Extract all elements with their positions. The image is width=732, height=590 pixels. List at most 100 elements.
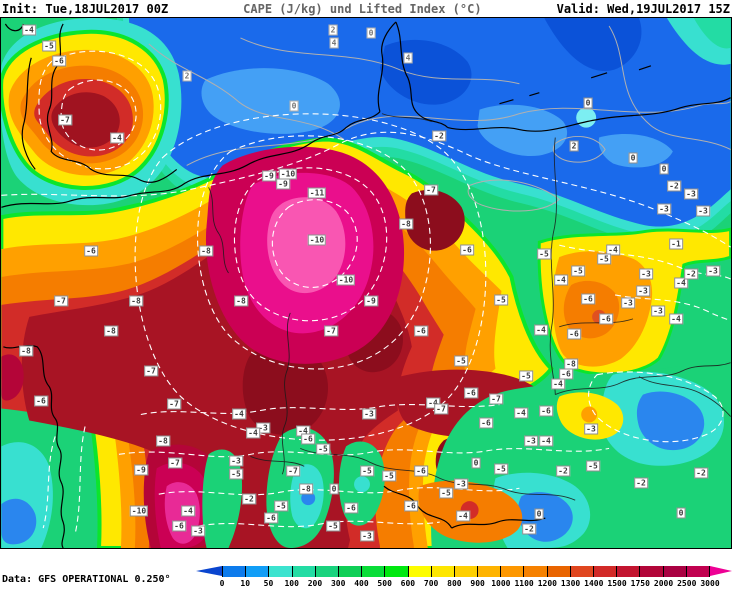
contour-label: -2 <box>694 467 708 479</box>
denmark-coast <box>377 21 449 129</box>
colorbar-tick: 0 <box>219 579 225 588</box>
contour-label: -2 <box>242 493 256 505</box>
colorbar-segment <box>685 566 710 577</box>
contour-label: 0 <box>329 483 339 495</box>
contour-label: -6 <box>567 328 581 340</box>
contour-label: -6 <box>172 520 186 532</box>
contour-label: -8 <box>129 295 143 307</box>
contour-label: -3 <box>584 423 598 435</box>
contour-label: 0 <box>289 100 299 112</box>
colorbar-segment <box>337 566 362 577</box>
colorbar-tick: 10 <box>240 579 251 588</box>
contour-label: -6 <box>301 433 315 445</box>
contour-label: -4 <box>246 427 260 439</box>
contour-label: -8 <box>234 295 248 307</box>
colorbar-segment <box>291 566 315 577</box>
contour-label: -5 <box>316 443 330 455</box>
contour-label: -4 <box>110 132 124 144</box>
contour-label: -4 <box>554 274 568 286</box>
colorbar-right-arrow <box>710 566 732 576</box>
white-li-contours <box>1 50 731 535</box>
channel-coast <box>1 111 381 208</box>
init-time-label: Init: Tue,18JUL2017 00Z <box>2 1 169 16</box>
contour-label: -7 <box>144 365 158 377</box>
cape-fill-regions <box>1 18 731 548</box>
contour-label: -1 <box>669 238 683 250</box>
contour-label: -3 <box>706 265 720 277</box>
colorbar-segment <box>361 566 385 577</box>
contour-label: -2 <box>684 268 698 280</box>
contour-label: -7 <box>168 457 182 469</box>
contour-label: -4 <box>551 378 565 390</box>
colorbar-tick: 700 <box>423 579 439 588</box>
colorbar-segment <box>222 566 246 577</box>
contour-label: -5 <box>229 468 243 480</box>
contour-label: 0 <box>628 152 638 164</box>
contour-label: -6 <box>344 502 358 514</box>
contour-label: -8 <box>19 345 33 357</box>
colorbar-left-arrow <box>196 566 222 576</box>
contour-label: -7 <box>58 114 72 126</box>
colorbar-segment <box>523 566 547 577</box>
contour-label: -5 <box>439 487 453 499</box>
colorbar-tick: 1100 <box>514 579 534 588</box>
border-paths <box>208 113 731 501</box>
colorbar-tick: 1500 <box>607 579 627 588</box>
contour-label: 2 <box>182 70 192 82</box>
contour-label: -4 <box>534 324 548 336</box>
contour-label: 2 <box>328 24 338 36</box>
contour-label: -8 <box>156 435 170 447</box>
contour-label: -3 <box>360 530 374 542</box>
contour-label: -10 <box>307 234 327 246</box>
contour-label: -2 <box>522 523 536 535</box>
colorbar-segments <box>222 566 710 577</box>
contour-label: -2 <box>432 130 446 142</box>
contour-label: -9 <box>364 295 378 307</box>
contour-label: -3 <box>639 268 653 280</box>
contour-label: 0 <box>366 27 376 39</box>
colorbar-segment <box>616 566 640 577</box>
contour-label: -5 <box>571 265 585 277</box>
colorbar-tick: 200 <box>307 579 323 588</box>
contour-label: -3 <box>651 305 665 317</box>
colorbar-tick: 1750 <box>630 579 650 588</box>
colorbar-segment <box>593 566 617 577</box>
contour-label: 0 <box>583 97 593 109</box>
colorbar-tick: 600 <box>400 579 416 588</box>
colorbar-tick: 1300 <box>560 579 581 588</box>
contour-label: -5 <box>382 470 396 482</box>
contour-label: -9 <box>276 178 290 190</box>
contour-label: -6 <box>414 465 428 477</box>
colorbar-tick: 50 <box>263 579 274 588</box>
colorbar-tick: 2500 <box>677 579 697 588</box>
colorbar-segment <box>245 566 269 577</box>
contour-label: -6 <box>414 325 428 337</box>
colorbar-tick: 3000 <box>700 579 720 588</box>
contour-label: -6 <box>464 387 478 399</box>
colorbar-segment <box>477 566 501 577</box>
contour-label: -7 <box>324 325 338 337</box>
colorbar-segment <box>430 566 454 577</box>
colorbar-tick: 900 <box>470 579 485 588</box>
contour-label: -6 <box>599 313 613 325</box>
colorbar-tick: 1400 <box>584 579 604 588</box>
contour-label: -7 <box>167 398 181 410</box>
contour-label: -6 <box>34 395 48 407</box>
contour-label: -4 <box>181 505 195 517</box>
contour-label: -5 <box>586 460 600 472</box>
colorbar-segment <box>546 566 570 577</box>
map-canvas: -4 -5 -6 -7 -4 -9 -10 -9 -11 -10 -10 -8 -9 -8 -8 -7 -6 -2… <box>0 17 732 549</box>
contour-label: -4 <box>232 408 246 420</box>
cape-field-svg <box>1 18 731 548</box>
britain-west-coast <box>21 57 36 170</box>
colorbar-segment <box>407 566 431 577</box>
contour-label: -5 <box>454 355 468 367</box>
contour-label: -9 <box>134 464 148 476</box>
contour-label: 0 <box>471 457 481 469</box>
colorbar-tick: 800 <box>447 579 462 588</box>
contour-label: -9 <box>262 170 276 182</box>
colorbar-tick: 1200 <box>537 579 557 588</box>
contour-label: -10 <box>336 274 356 286</box>
contour-label: -3 <box>636 285 650 297</box>
